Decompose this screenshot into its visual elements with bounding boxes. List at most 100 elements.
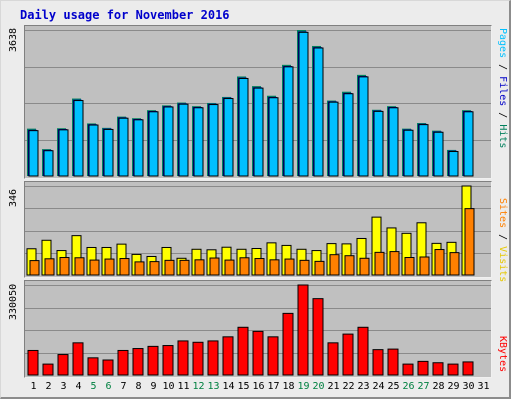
kbytes-bar bbox=[357, 326, 369, 376]
sites-bar bbox=[149, 261, 160, 276]
sites-bar bbox=[224, 259, 235, 276]
x-tick-label: 20 bbox=[312, 381, 325, 392]
pages-bar bbox=[178, 103, 189, 177]
x-tick-label: 5 bbox=[90, 381, 97, 392]
sites-bar bbox=[209, 257, 220, 276]
visits-sites-plot bbox=[25, 185, 491, 276]
pages-bar bbox=[88, 124, 99, 177]
kbytes-bar bbox=[447, 363, 459, 376]
pages-bar bbox=[343, 93, 354, 177]
sites-bar bbox=[374, 251, 385, 276]
x-tick-label: 23 bbox=[357, 381, 370, 392]
x-tick-label: 28 bbox=[432, 381, 445, 392]
sites-bar bbox=[164, 259, 175, 276]
legend-sep-2: / bbox=[497, 106, 508, 125]
pages-bar bbox=[148, 111, 159, 177]
kbytes-bar bbox=[297, 284, 309, 376]
legend-kbytes: KBytes bbox=[497, 336, 508, 373]
visits-y-max-label: 346 bbox=[8, 188, 19, 207]
kbytes-bar bbox=[267, 336, 279, 376]
x-tick-label: 1 bbox=[30, 381, 37, 392]
x-tick-label: 15 bbox=[237, 381, 250, 392]
kbytes-bar bbox=[237, 326, 249, 376]
x-tick-label: 8 bbox=[135, 381, 142, 392]
x-tick-label: 11 bbox=[177, 381, 190, 392]
kbytes-bar bbox=[207, 340, 219, 376]
pages-bar bbox=[133, 119, 144, 177]
x-tick-label: 13 bbox=[207, 381, 220, 392]
kbytes-bar bbox=[147, 345, 159, 376]
sites-bar bbox=[254, 258, 265, 276]
middle-right-legend: Sites / Visits bbox=[497, 198, 508, 282]
x-tick-label: 2 bbox=[45, 381, 52, 392]
pages-bar bbox=[328, 101, 339, 177]
pages-bar bbox=[373, 110, 384, 177]
pages-bar bbox=[358, 76, 369, 177]
sites-bar bbox=[329, 254, 340, 276]
x-tick-label: 30 bbox=[462, 381, 475, 392]
pages-bar bbox=[253, 87, 264, 177]
sites-bar bbox=[464, 208, 475, 276]
hits-files-pages-panel bbox=[24, 25, 492, 179]
kbytes-bar bbox=[102, 359, 114, 376]
kbytes-bar bbox=[177, 340, 189, 376]
hits-files-pages-plot bbox=[25, 30, 491, 177]
x-tick-label: 4 bbox=[75, 381, 82, 392]
x-tick-label: 25 bbox=[387, 381, 400, 392]
pages-bar bbox=[313, 47, 324, 177]
x-tick-label: 22 bbox=[342, 381, 355, 392]
kbytes-bar bbox=[252, 330, 264, 376]
kbytes-bar bbox=[132, 348, 144, 376]
kbytes-bar bbox=[162, 345, 174, 376]
legend-sites: Sites bbox=[497, 198, 508, 229]
pages-bar bbox=[388, 107, 399, 177]
kbytes-bar bbox=[387, 348, 399, 376]
x-tick-label: 19 bbox=[297, 381, 310, 392]
sites-bar bbox=[389, 251, 400, 276]
pages-bar bbox=[403, 129, 414, 177]
pages-bar bbox=[43, 150, 54, 177]
pages-bar bbox=[208, 104, 219, 177]
kbytes-panel bbox=[24, 280, 492, 378]
x-axis-labels: 1 2 3 4 5 6 7 8 9 10 11 12 13 14 15 16 17 18 19 20 21 22 23 24 2… bbox=[25, 381, 491, 395]
sites-bar bbox=[59, 257, 70, 276]
sites-bar bbox=[194, 259, 205, 276]
x-tick-label: 14 bbox=[222, 381, 235, 392]
x-tick-label: 18 bbox=[282, 381, 295, 392]
kbytes-bar bbox=[462, 361, 474, 376]
x-tick-label: 29 bbox=[447, 381, 460, 392]
pages-bar bbox=[283, 66, 294, 177]
legend-hits: Hits bbox=[497, 124, 508, 149]
chart-title: Daily usage for November 2016 bbox=[20, 8, 230, 22]
sites-bar bbox=[89, 259, 100, 276]
kbytes-bar bbox=[342, 333, 354, 376]
x-tick-label: 27 bbox=[417, 381, 430, 392]
sites-bar bbox=[104, 258, 115, 276]
kbytes-bar bbox=[27, 349, 39, 376]
pages-bar bbox=[118, 117, 129, 177]
pages-bar bbox=[28, 130, 39, 177]
sites-bar bbox=[29, 260, 40, 276]
sites-bar bbox=[404, 257, 415, 276]
sites-bar bbox=[269, 259, 280, 276]
kbytes-bar bbox=[42, 363, 54, 376]
sites-bar bbox=[119, 258, 130, 276]
pages-bar bbox=[298, 31, 309, 177]
top-right-legend: Pages / Files / Hits bbox=[497, 28, 508, 148]
sites-bar bbox=[284, 258, 295, 276]
kbytes-bar bbox=[417, 360, 429, 376]
sites-bar bbox=[419, 256, 430, 276]
kbytes-bar bbox=[222, 336, 234, 376]
hits-y-max-label: 3638 bbox=[8, 27, 19, 52]
sites-bar bbox=[344, 255, 355, 276]
x-tick-label: 10 bbox=[162, 381, 175, 392]
pages-bar bbox=[238, 77, 249, 177]
pages-bar bbox=[418, 124, 429, 177]
x-tick-label: 17 bbox=[267, 381, 280, 392]
pages-bar bbox=[463, 111, 474, 177]
sites-bar bbox=[74, 257, 85, 276]
kbytes-bar bbox=[87, 357, 99, 376]
x-tick-label: 16 bbox=[252, 381, 265, 392]
kbytes-bar bbox=[372, 349, 384, 376]
x-tick-label: 3 bbox=[60, 381, 67, 392]
